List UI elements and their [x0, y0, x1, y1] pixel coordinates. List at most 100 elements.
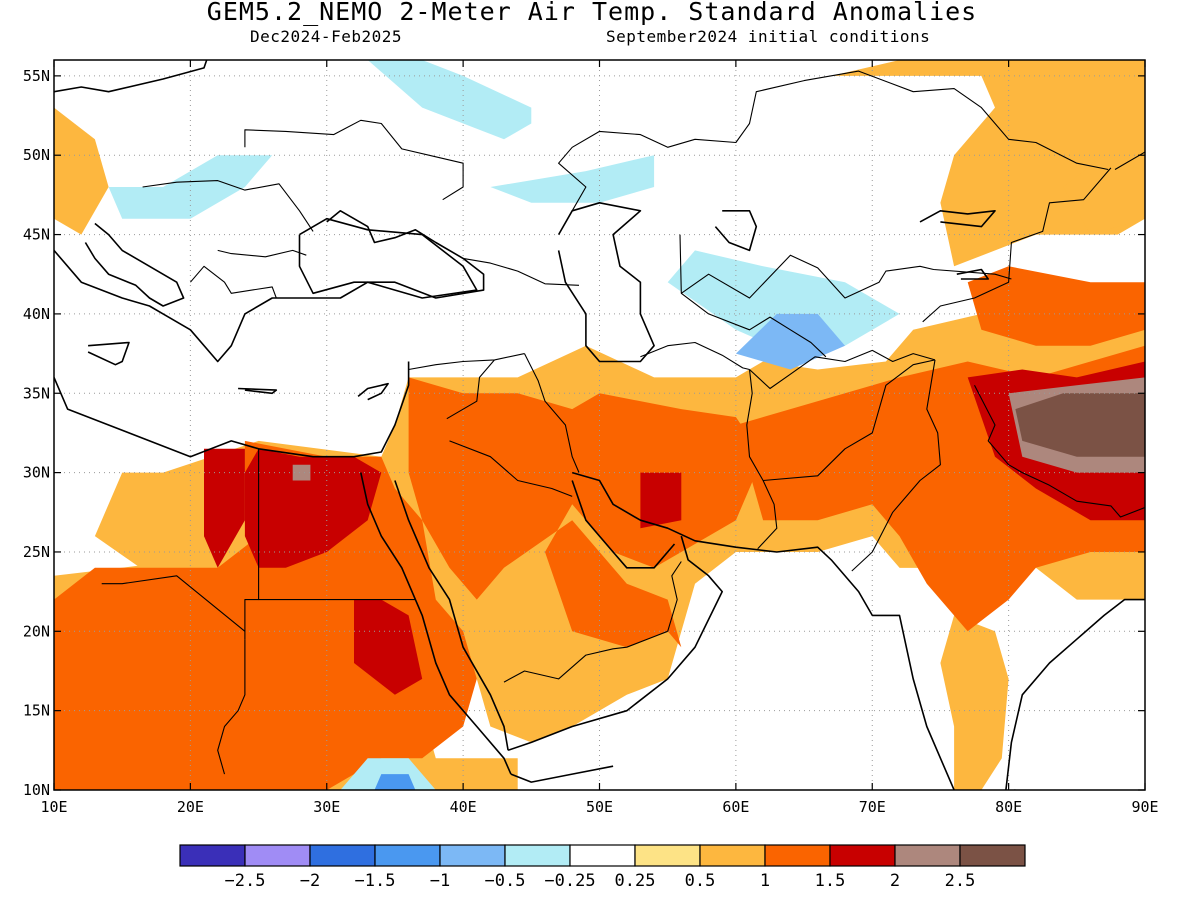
- coast-sicily-coast: [87, 341, 130, 366]
- initial-conditions: September2024 initial conditions: [606, 27, 931, 46]
- border-sudan-chad-border: [217, 639, 246, 775]
- region-tibet-brown: [1015, 393, 1145, 457]
- colorbar: −2.5 −2 −1.5 −1 −0.5 −0.25 0.25 0.5 1 1.5 2 2.5: [179, 844, 1026, 891]
- region-north-africa-orange: [54, 440, 477, 790]
- lon-tick-label: 20E: [177, 798, 204, 816]
- border-iran-turkmen-border: [640, 341, 750, 371]
- coast-black-sea-coast: [298, 210, 485, 299]
- colorbar-swatch: [439, 844, 506, 867]
- colorbar-label: −1.5: [355, 871, 396, 891]
- coast-aral-sea-coast: [714, 210, 758, 252]
- lon-tick-label: 90E: [1131, 798, 1158, 816]
- region-west-europe-warm: [54, 107, 109, 235]
- border-iraq-syria-border: [446, 359, 495, 420]
- colorbar-swatch: [569, 844, 636, 867]
- coast-persian-gulf-east-coast: [571, 471, 955, 790]
- lat-tick-label: 45N: [23, 226, 50, 244]
- colorbar-swatch: [894, 844, 961, 867]
- colorbar-swatch: [244, 844, 311, 867]
- region-egypt-tan: [292, 464, 311, 481]
- coast-persian-gulf-west-coast: [571, 480, 676, 569]
- border-afghan-north-border: [749, 349, 936, 390]
- border-afghan-pakistan-border: [763, 359, 936, 482]
- coast-red-sea-west-coast: [360, 472, 512, 775]
- colorbar-swatch: [504, 844, 571, 867]
- lat-tick-label: 40N: [23, 305, 50, 323]
- border-turkmen-uzbek-border: [680, 292, 827, 358]
- lat-tick-label: 30N: [23, 464, 50, 482]
- coast-red-sea-east-coast: [394, 480, 509, 751]
- region-mongolia-warm: [1063, 155, 1145, 235]
- coast-adriatic-coast: [84, 222, 185, 307]
- coast-crete-coast: [238, 387, 278, 395]
- region-sudan-red: [354, 599, 423, 695]
- border-libya-egypt-border: [244, 448, 260, 640]
- lat-tick-label: 10N: [23, 781, 50, 799]
- region-iran-red: [640, 472, 682, 529]
- region-egypt-red: [244, 448, 382, 568]
- colorbar-label: 0.25: [615, 871, 656, 891]
- colorbar-swatch: [959, 844, 1026, 867]
- region-caspian-cool: [490, 155, 655, 203]
- lon-tick-label: 30E: [313, 798, 340, 816]
- lon-tick-label: 10E: [40, 798, 67, 816]
- colorbar-label: 2: [890, 871, 900, 891]
- colorbar-label: 1.5: [815, 871, 846, 891]
- region-kazakhstan-cool: [667, 250, 900, 354]
- lon-tick-label: 50E: [586, 798, 613, 816]
- border-ukraine-border: [244, 119, 464, 201]
- lon-tick-label: 60E: [722, 798, 749, 816]
- border-china-kazakh-border: [922, 167, 1112, 323]
- region-arabia-orange: [408, 377, 764, 648]
- region-india-south: [940, 615, 1009, 790]
- colorbar-swatch: [699, 844, 766, 867]
- coast-balkhash-coast: [919, 210, 996, 228]
- colorbar-label: 2.5: [945, 871, 976, 891]
- region-balkans-cool: [108, 155, 273, 219]
- coastlines: [54, 60, 1145, 790]
- graticule: [54, 60, 1145, 790]
- colorbar-label: −2.5: [225, 871, 266, 891]
- border-oman-border: [667, 561, 682, 632]
- region-libya-red: [204, 448, 245, 568]
- border-himalaya-border: [974, 385, 1145, 518]
- lat-tick-label: 25N: [23, 543, 50, 561]
- colorbar-swatch: [829, 844, 896, 867]
- border-libya-chad-border: [101, 575, 246, 632]
- coast-mediterranean-north-coast: [54, 217, 478, 363]
- border-europe-border-2: [217, 249, 307, 258]
- colorbar-label: −0.25: [544, 871, 595, 891]
- colorbar-label: −1: [430, 871, 450, 891]
- lat-tick-label: 55N: [23, 67, 50, 85]
- region-russia-cool: [367, 60, 532, 140]
- lat-tick-label: 15N: [23, 702, 50, 720]
- colorbar-swatch: [634, 844, 701, 867]
- coast-somalia-coast: [510, 765, 614, 783]
- colorbar-label: −2: [300, 871, 320, 891]
- region-east-asia-north: [831, 60, 1145, 267]
- border-europe-border-3: [189, 265, 277, 299]
- coast-mediterranean-south-coast: [54, 361, 410, 458]
- border-caucasus-border: [463, 257, 580, 286]
- border-india-pakistan-border: [851, 359, 941, 572]
- lon-tick-label: 40E: [450, 798, 477, 816]
- lon-tick-label: 80E: [995, 798, 1022, 816]
- border-turkey-syria-border: [408, 353, 525, 371]
- region-uzbek-cool: [735, 313, 845, 370]
- forecast-period: Dec2024-Feb2025: [250, 27, 402, 46]
- region-horn-africa-blue: [374, 774, 416, 790]
- border-iran-pakistan-border: [746, 369, 778, 550]
- coast-europe-north-coast: [54, 60, 208, 93]
- lat-tick-label: 50N: [23, 146, 50, 164]
- axis-ticks: 10E 20E 30E 40E 50E 60E 70E 80E 90E 10N 15N 20N 25N 3…: [23, 60, 1159, 816]
- borders: [101, 70, 1145, 775]
- lat-tick-label: 20N: [23, 622, 50, 640]
- coast-india-east-coast: [1005, 598, 1145, 790]
- border-saudi-yemen-border: [503, 630, 668, 683]
- border-kazakh-russia-border: [558, 70, 1109, 212]
- map-title: GEM5.2_NEMO 2-Meter Air Temp. Standard A…: [206, 0, 978, 26]
- border-saudi-iraq-border: [449, 440, 573, 497]
- coast-cyprus-coast: [357, 382, 389, 401]
- lon-tick-label: 70E: [859, 798, 886, 816]
